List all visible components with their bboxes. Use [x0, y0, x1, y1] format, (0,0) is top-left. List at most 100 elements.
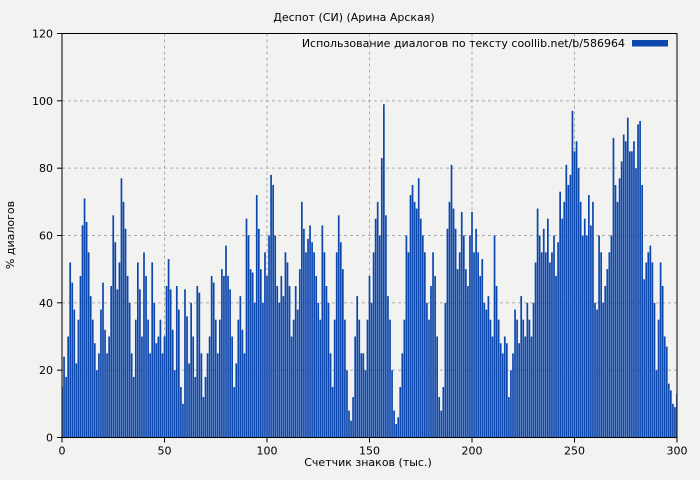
- bar: [485, 309, 488, 437]
- bar: [329, 353, 332, 437]
- bar: [479, 275, 482, 437]
- bar: [670, 390, 672, 437]
- bar: [493, 235, 496, 437]
- bar: [204, 376, 207, 437]
- bar: [592, 201, 594, 437]
- bar: [590, 225, 592, 437]
- bar: [231, 336, 233, 437]
- y-tick-label: 0: [46, 432, 53, 445]
- bar: [89, 296, 92, 437]
- bar: [385, 215, 387, 437]
- bar: [132, 376, 135, 437]
- bar: [186, 316, 188, 437]
- bar: [567, 185, 570, 437]
- bar: [602, 302, 605, 437]
- bar: [522, 319, 525, 437]
- bar: [569, 174, 572, 437]
- bar: [526, 302, 529, 437]
- bar: [409, 195, 412, 437]
- bar: [465, 269, 467, 437]
- bar: [483, 302, 486, 437]
- bar: [311, 242, 313, 437]
- bar: [270, 174, 272, 437]
- bar: [180, 387, 182, 437]
- bar: [419, 218, 422, 437]
- bar: [196, 286, 199, 437]
- bar: [413, 201, 416, 437]
- bar: [549, 262, 551, 437]
- bar: [467, 286, 469, 437]
- bar: [366, 319, 369, 437]
- bar: [624, 141, 627, 437]
- bar: [672, 403, 674, 437]
- bar: [323, 252, 326, 437]
- bar: [626, 117, 629, 437]
- bar: [159, 319, 162, 437]
- bar: [614, 185, 617, 437]
- bar: [118, 262, 121, 437]
- bar: [571, 110, 574, 437]
- bar: [579, 201, 582, 437]
- bar: [143, 252, 145, 437]
- bar: [667, 383, 670, 437]
- bar: [544, 252, 547, 437]
- bar: [79, 275, 82, 437]
- bar: [194, 376, 197, 437]
- bar: [344, 319, 346, 437]
- bar: [616, 201, 619, 437]
- bar: [440, 410, 443, 437]
- bar: [651, 262, 654, 437]
- bar: [157, 336, 160, 437]
- bar: [649, 245, 652, 437]
- bar: [583, 218, 586, 437]
- bar: [421, 235, 424, 437]
- legend-label: Использование диалогов по тексту coollib…: [302, 37, 625, 50]
- bar: [674, 407, 676, 437]
- bar: [151, 262, 154, 437]
- bar: [577, 168, 580, 437]
- x-tick-label: 50: [158, 445, 172, 458]
- bar: [462, 235, 465, 437]
- y-tick-label: 120: [32, 28, 53, 41]
- bar: [460, 211, 463, 437]
- bar: [647, 252, 650, 437]
- bar: [434, 275, 436, 437]
- bar: [167, 259, 170, 437]
- bar: [608, 252, 611, 437]
- bar: [292, 319, 295, 437]
- bar: [497, 319, 500, 437]
- bar: [442, 387, 445, 437]
- bar: [645, 262, 648, 437]
- bar: [173, 370, 176, 437]
- bar: [391, 370, 393, 437]
- bar: [239, 296, 242, 437]
- bar: [212, 282, 215, 437]
- bar: [426, 302, 428, 437]
- bar: [370, 302, 373, 437]
- x-axis-label: Счетчик знаков (тыс.): [304, 456, 432, 469]
- bar: [319, 319, 322, 437]
- bar: [481, 259, 484, 437]
- bar: [428, 319, 430, 437]
- bar: [77, 319, 80, 437]
- bar: [508, 397, 510, 437]
- bar: [178, 309, 180, 437]
- bar: [532, 302, 535, 437]
- bar: [171, 329, 174, 437]
- bar: [581, 235, 584, 437]
- bar: [241, 329, 244, 437]
- bar: [163, 336, 166, 437]
- bar: [188, 363, 190, 437]
- bar: [352, 397, 354, 437]
- bar: [327, 302, 330, 437]
- bar: [257, 228, 260, 437]
- bar: [653, 302, 656, 437]
- bar: [454, 228, 457, 437]
- bar: [249, 269, 252, 437]
- bar: [411, 185, 414, 437]
- bar: [268, 235, 270, 437]
- bar: [134, 319, 137, 437]
- bar: [518, 343, 520, 437]
- bar: [108, 336, 110, 437]
